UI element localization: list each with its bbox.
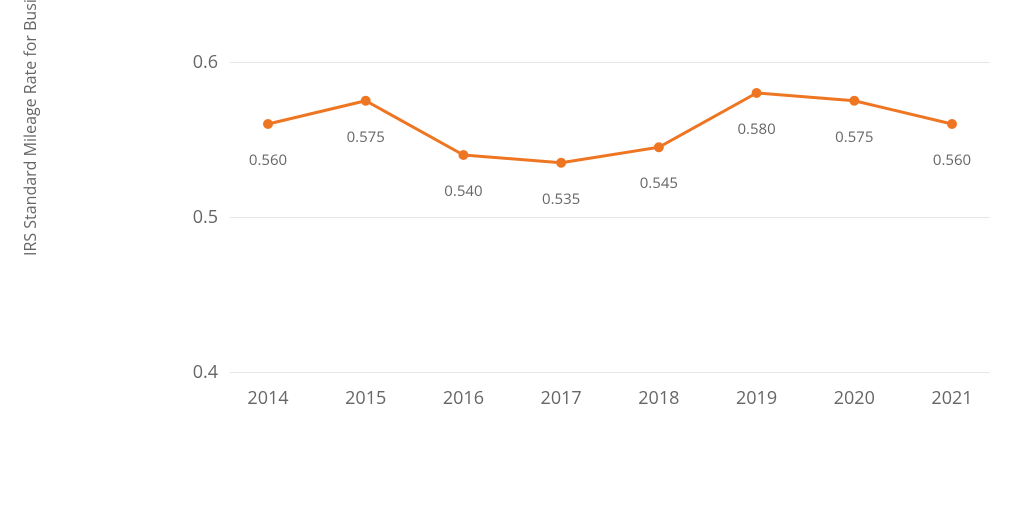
data-marker <box>361 96 371 106</box>
data-marker <box>263 119 273 129</box>
x-tick-label: 2019 <box>736 372 777 410</box>
data-marker <box>752 88 762 98</box>
data-marker <box>458 150 468 160</box>
y-tick-label: 0.6 <box>193 50 230 74</box>
y-axis-title: IRS Standard Mileage Rate for Business (… <box>19 0 41 256</box>
x-tick-label: 2015 <box>345 372 386 410</box>
data-label: 0.535 <box>542 189 580 209</box>
gridline <box>230 372 990 373</box>
plot-area: 0.40.50.62014201520162017201820192020202… <box>230 62 990 372</box>
y-tick-label: 0.4 <box>193 360 230 384</box>
data-label: 0.575 <box>347 127 385 147</box>
x-tick-label: 2017 <box>541 372 582 410</box>
gridline <box>230 217 990 218</box>
gridline <box>230 62 990 63</box>
x-tick-label: 2014 <box>247 372 288 410</box>
x-tick-label: 2021 <box>931 372 972 410</box>
y-tick-label: 0.5 <box>193 205 230 229</box>
data-marker <box>947 119 957 129</box>
data-label: 0.560 <box>249 150 287 170</box>
data-marker <box>849 96 859 106</box>
data-label: 0.575 <box>835 127 873 147</box>
data-label: 0.545 <box>640 173 678 193</box>
data-label: 0.540 <box>444 181 482 201</box>
x-tick-label: 2016 <box>443 372 484 410</box>
x-tick-label: 2018 <box>638 372 679 410</box>
data-label: 0.580 <box>737 119 775 139</box>
data-label: 0.560 <box>933 150 971 170</box>
x-tick-label: 2020 <box>834 372 875 410</box>
data-marker <box>556 158 566 168</box>
data-marker <box>654 142 664 152</box>
mileage-rate-chart: IRS Standard Mileage Rate for Business (… <box>0 0 1024 512</box>
